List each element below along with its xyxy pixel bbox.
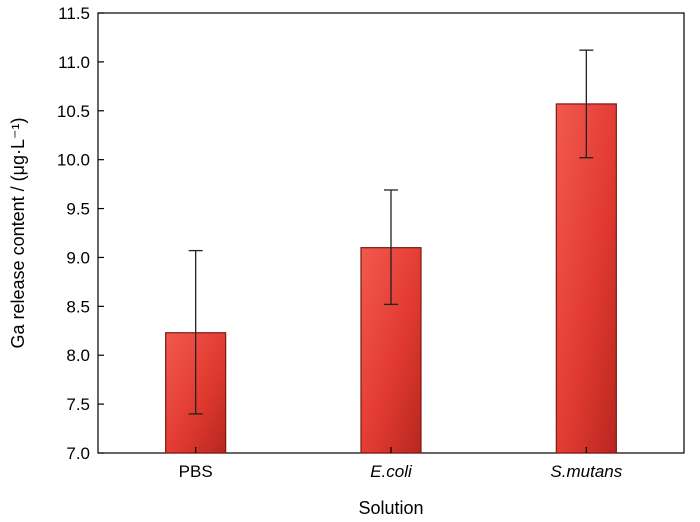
y-tick-label: 7.0 xyxy=(66,444,90,463)
y-tick-label: 8.0 xyxy=(66,346,90,365)
x-tick-label: S.mutans xyxy=(550,462,622,481)
y-tick-label: 9.0 xyxy=(66,248,90,267)
y-tick-label: 11.5 xyxy=(58,4,90,23)
x-axis-ticks: PBS E.coli S.mutans xyxy=(179,447,623,481)
y-tick-label: 11.0 xyxy=(58,53,90,72)
y-tick-label: 10.5 xyxy=(57,102,90,121)
y-tick-label: 7.5 xyxy=(66,395,90,414)
y-tick-label: 10.0 xyxy=(57,151,90,170)
x-tick-label: E.coli xyxy=(370,462,413,481)
x-axis-label: Solution xyxy=(358,498,423,518)
x-tick-label: PBS xyxy=(179,462,213,481)
error-bars-group xyxy=(188,49,594,415)
y-axis-ticks: 7.0 7.5 8.0 8.5 9.0 9.5 10.0 10.5 11.0 11.5 xyxy=(57,4,104,463)
y-axis-label: Ga release content / (μg·L⁻¹) xyxy=(8,118,28,349)
y-tick-label: 8.5 xyxy=(66,297,90,316)
y-tick-label: 9.5 xyxy=(66,200,90,219)
